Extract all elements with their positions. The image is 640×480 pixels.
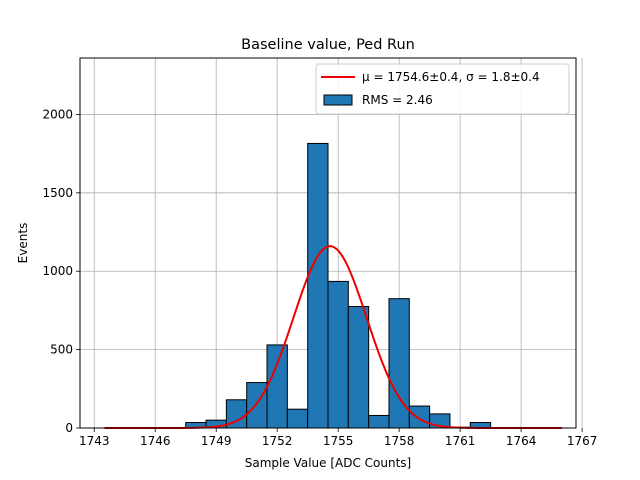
y-tick-label: 1500 bbox=[42, 186, 73, 200]
x-tick-label: 1767 bbox=[567, 434, 598, 448]
x-tick-label: 1761 bbox=[445, 434, 476, 448]
histogram-bar bbox=[307, 142, 329, 429]
histogram-bars bbox=[185, 142, 492, 429]
y-axis-label: Events bbox=[16, 223, 30, 264]
legend-rms-label: RMS = 2.46 bbox=[362, 93, 433, 107]
y-tick-label: 1000 bbox=[42, 264, 73, 278]
legend-rms-swatch bbox=[323, 94, 353, 106]
histogram-bar bbox=[408, 405, 431, 429]
x-tick-label: 1752 bbox=[262, 434, 293, 448]
plot-frame bbox=[79, 57, 577, 429]
legend-box bbox=[315, 63, 570, 115]
x-tick-label: 1758 bbox=[384, 434, 415, 448]
legend-fit-label: μ = 1754.6±0.4, σ = 1.8±0.4 bbox=[362, 70, 540, 84]
x-tick-label: 1743 bbox=[79, 434, 110, 448]
histogram-bar bbox=[327, 280, 349, 429]
y-tick-label: 0 bbox=[65, 421, 73, 435]
y-axis-ticks: 0 500 1000 1500 2000 bbox=[42, 107, 80, 435]
x-axis-label: Sample Value [ADC Counts] bbox=[245, 456, 411, 470]
chart-title: Baseline value, Ped Run bbox=[241, 37, 415, 53]
histogram-bar bbox=[246, 382, 268, 429]
x-tick-label: 1764 bbox=[506, 434, 537, 448]
legend: μ = 1754.6±0.4, σ = 1.8±0.4 RMS = 2.46 bbox=[315, 63, 570, 115]
x-axis-ticks: 1743 1746 1749 1752 1755 1758 1761 1764 1767 bbox=[79, 428, 597, 448]
x-tick-label: 1755 bbox=[323, 434, 354, 448]
histogram-bar bbox=[286, 408, 309, 429]
x-tick-label: 1746 bbox=[140, 434, 171, 448]
x-tick-label: 1749 bbox=[201, 434, 232, 448]
y-tick-label: 500 bbox=[50, 343, 73, 357]
histogram-bar bbox=[368, 414, 390, 429]
y-tick-label: 2000 bbox=[42, 107, 73, 121]
histogram-bar bbox=[347, 305, 370, 429]
histogram-bar bbox=[266, 344, 288, 429]
